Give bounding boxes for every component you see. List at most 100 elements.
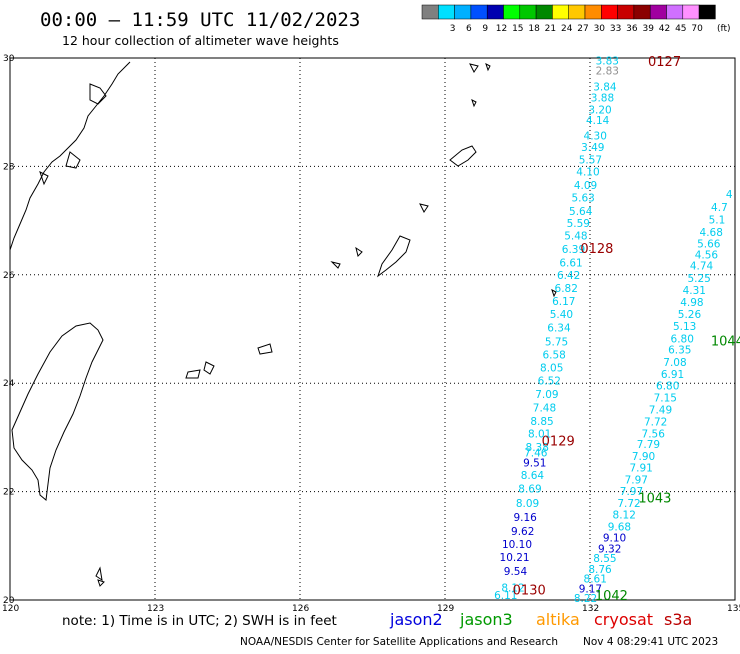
wave-height-value: 7.97 [620,486,643,498]
wave-height-value: 6.42 [557,270,580,282]
pass-id-label: 0130 [513,584,546,599]
taiwan-coastline [11,322,104,501]
wave-height-value: 4.68 [700,227,723,239]
color-scale-label: 27 [577,24,588,34]
color-scale-label: 70 [691,24,703,34]
pass-id-label: 1044 [711,334,740,349]
wave-height-value: 5.75 [545,336,568,348]
wave-height-value: 9.32 [598,543,621,555]
wave-height-value: 7.08 [663,357,686,369]
wave-height-value: 8.22 [574,593,597,605]
color-scale-swatch [633,4,651,20]
y-tick-label: 28 [3,162,15,172]
wave-height-value: 6.80 [671,334,694,346]
wave-height-value: 10.10 [502,539,532,551]
wave-height-value: 6.52 [538,375,561,387]
wave-height-value: 6.11 [494,590,517,602]
pass-id-label: 0127 [648,55,681,70]
wave-height-value: 5.64 [569,206,593,218]
color-scale-unit: (ft) [717,24,731,34]
color-scale-label: 21 [545,24,556,34]
wave-height-value: 4.31 [683,285,706,297]
chart-subtitle: 12 hour collection of altimeter wave hei… [62,33,339,48]
color-scale-label: 12 [496,24,507,34]
wave-height-value: 7.09 [535,389,558,401]
color-scale-swatch [535,4,553,20]
wave-height-value: 6.39 [562,244,585,256]
wave-height-value: 5.26 [678,309,702,321]
y-tick-label: 26 [3,271,15,281]
color-scale-label: 9 [482,24,488,34]
japan-kyushu-coastline [9,61,131,251]
wave-height-value: 9.51 [523,458,546,470]
wave-height-value: 8.12 [501,582,524,594]
color-scale-bar: 3 6 9 12 15 18 21 24 27 30 33 36 39 42 45 70 [421,4,716,34]
wave-height-value: 9.68 [608,522,631,534]
color-scale-swatch [519,4,537,20]
color-scale-swatch [601,4,618,20]
wave-height-value: 7.49 [649,405,672,417]
y-tick-label: 22 [3,488,14,498]
color-scale-swatch [486,4,504,20]
legend-item-jason3: jason3 [459,610,513,629]
wave-height-value: 6.91 [661,369,684,381]
color-scale-label: 39 [642,24,654,34]
chart-title: 00:00 – 11:59 UTC 11/02/2023 [40,9,360,31]
wave-height-value: 5.63 [571,193,594,205]
wave-height-value: 4.14 [586,115,610,127]
color-scale-swatch [470,4,488,20]
color-scale-swatch [649,4,667,20]
wave-height-value: 7.91 [629,463,652,475]
wave-height-value: 4.7 [711,202,728,214]
wave-height-value: 5.57 [579,155,602,167]
wave-height-value: 5.40 [550,309,573,321]
wave-height-value: 6.34 [547,323,571,335]
satellite-legend: jason2 jason3 altika cryosat s3a [389,610,692,629]
wave-height-value: 8.61 [584,574,607,586]
pass-labels: 0127 0128 0129 0130 1042 1043 1044 [513,55,740,604]
wave-height-value: 7.48 [533,402,556,414]
legend-item-cryosat: cryosat [594,610,653,629]
color-scale-swatch [617,4,635,20]
wave-height-value: 6.58 [542,349,565,361]
wave-height-value: 6.61 [559,258,582,270]
color-scale-swatch [584,4,602,20]
wave-height-value: 9.16 [513,512,537,524]
wave-height-value: 9.10 [603,532,626,544]
pass-id-label: 1043 [638,491,671,506]
color-scale-label: 24 [561,24,573,34]
x-tick-label: 135 [727,604,740,614]
wave-height-value: 6.82 [555,283,578,295]
pass-id-label: 0128 [580,242,613,257]
wave-height-value: 8.12 [613,510,636,522]
x-tick-label: 123 [147,604,164,614]
wave-height-value: 7.72 [617,498,640,510]
color-scale-swatch [682,4,700,20]
wave-height-value: 7.97 [625,474,648,486]
color-scale-swatch [666,4,684,20]
y-tick-label: 30 [3,54,15,64]
x-tick-label: 129 [437,604,454,614]
wave-height-value: 7.79 [637,439,660,451]
wave-height-value: 10.21 [500,552,530,564]
color-scale-label: 18 [528,24,540,34]
wave-height-value: 4 [726,189,733,201]
wave-height-value: 8.85 [530,416,553,428]
wave-height-value: 4.10 [576,167,599,179]
wave-height-value: 6.17 [552,296,575,308]
wave-height-value: 8.76 [588,564,612,576]
wave-height-value: 3.83 [596,56,619,68]
color-scale-label: 3 [450,24,456,34]
wave-height-value: 9.54 [504,566,528,578]
x-tick-label: 132 [582,604,599,614]
wave-height-value: 8.55 [593,553,616,565]
wave-height-value: 5.13 [673,321,696,333]
y-tick-label: 20 [3,596,15,606]
color-scale-label: 42 [659,24,670,34]
legend-item-s3a: s3a [664,610,692,629]
wave-height-value: 8.09 [516,498,539,510]
wave-height-value: 6.80 [656,381,679,393]
color-scale-swatch [421,4,439,20]
